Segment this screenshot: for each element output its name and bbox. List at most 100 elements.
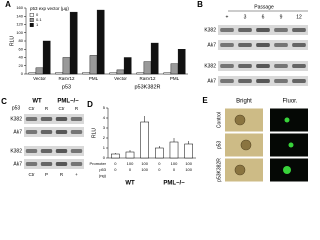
y-tick-label: 40: [19, 55, 24, 60]
cell-colony: [234, 114, 246, 126]
lane-label: Ctr: [29, 172, 36, 177]
column-label: Fluor.: [282, 99, 297, 105]
y-tick-label: 160: [16, 5, 23, 10]
y-tick-label: 5: [103, 105, 106, 110]
lane-label: R: [75, 106, 79, 111]
bar: [69, 11, 78, 75]
row-label: Ak7: [13, 129, 22, 135]
blot-band: [238, 28, 252, 32]
lane-label: 9: [280, 14, 283, 20]
row-label: Ak7: [207, 42, 216, 48]
y-tick-label: 120: [16, 22, 23, 27]
group-label: PML−/−: [163, 181, 185, 187]
panel-label: B: [197, 0, 203, 9]
row-value: 100: [171, 161, 178, 166]
blot-band: [70, 162, 83, 166]
cell-colony: [240, 139, 252, 151]
blot-band: [40, 130, 53, 134]
bar: [42, 40, 51, 75]
x-tick-label: RasV12: [139, 76, 156, 81]
bar: [35, 67, 44, 75]
fluor-signal: [284, 117, 290, 123]
row-value: 0: [114, 167, 117, 172]
blot-band: [238, 64, 252, 68]
blot-band: [40, 149, 53, 153]
bar: [170, 63, 179, 75]
blot-band: [70, 130, 83, 134]
row-label: p53K382R: [216, 158, 222, 182]
legend-title: p53 exp vector (μg): [30, 6, 69, 11]
blot-band: [40, 162, 53, 166]
bar: [169, 141, 179, 159]
bar: [155, 147, 164, 159]
group-label: p53: [62, 84, 71, 90]
blot: [24, 127, 84, 137]
bar: [136, 72, 145, 75]
y-tick-label: 100: [16, 30, 23, 35]
blot-band: [40, 117, 53, 121]
blot-band: [274, 43, 288, 47]
row-label: Promoter: [90, 161, 107, 166]
bar: [150, 42, 159, 75]
row-value: 0: [129, 167, 132, 172]
y-axis-label: RLU: [9, 36, 15, 46]
blot-band: [25, 149, 38, 153]
row-label: Ak7: [13, 161, 22, 167]
blot-band: [256, 64, 270, 68]
y-axis-label: RLU: [91, 128, 97, 138]
row-value: 0: [158, 167, 161, 172]
x-tick-label: PML: [89, 76, 99, 81]
blot-band: [238, 79, 252, 83]
bar: [143, 61, 152, 75]
row-value: 0: [158, 161, 161, 166]
lane-label: +: [226, 14, 229, 20]
protein-label: p53: [12, 105, 21, 111]
blot-band: [292, 28, 306, 32]
row-value: 100: [185, 161, 192, 166]
cell-colony: [234, 164, 246, 176]
row-label: p53: [216, 141, 222, 150]
x-tick-label: RasV12: [58, 76, 75, 81]
group-label: p53K382R: [135, 84, 161, 90]
blot-band: [25, 130, 38, 134]
bar: [55, 72, 64, 75]
row-label: Control: [216, 112, 222, 128]
blot-band: [292, 79, 306, 83]
bar: [184, 143, 193, 159]
legend-label: 0.1: [36, 17, 42, 22]
bar: [116, 69, 125, 75]
blot-band: [55, 130, 68, 134]
row-value: 0: [173, 167, 176, 172]
bar: [82, 72, 91, 75]
bar: [140, 121, 149, 159]
bar: [109, 72, 118, 75]
blot: [24, 159, 84, 169]
lane-label: R: [60, 172, 64, 177]
panel-label: D: [87, 100, 93, 109]
panel-label: E: [202, 96, 208, 105]
unit-label: (ng): [99, 173, 107, 178]
bar: [28, 72, 37, 75]
blot-band: [256, 79, 270, 83]
y-tick-label: 2: [103, 135, 106, 140]
bar: [123, 57, 132, 75]
blot-band: [220, 28, 234, 32]
fluor-signal: [283, 166, 291, 174]
row-label: K382: [10, 116, 22, 122]
blot-band: [55, 149, 68, 153]
row-value: 100: [127, 161, 134, 166]
blot-band: [238, 43, 252, 47]
row-label: K382: [204, 27, 216, 33]
y-tick-label: 1: [103, 145, 106, 150]
legend-swatch: [29, 12, 34, 17]
blot-band: [292, 64, 306, 68]
blot: [24, 146, 84, 156]
blot-band: [274, 64, 288, 68]
group-label: WT: [32, 99, 42, 105]
blot-title: Passage: [254, 4, 274, 10]
blot-band: [70, 149, 83, 153]
blot-band: [55, 162, 68, 166]
lane-label: +: [75, 172, 78, 177]
group-label: PML−/−: [57, 99, 79, 105]
